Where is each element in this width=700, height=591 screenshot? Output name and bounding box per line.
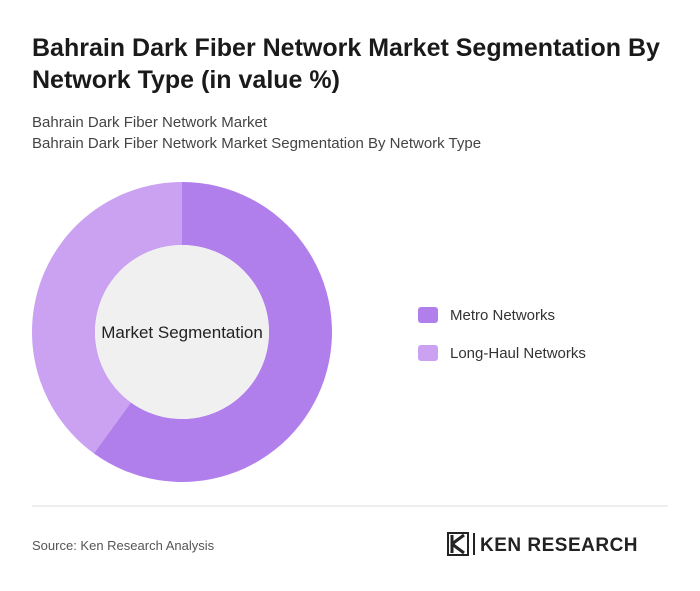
source: Source: Ken Research Analysis	[32, 538, 215, 553]
legend-label: Metro Networks	[450, 307, 555, 324]
logo-icon	[447, 532, 475, 556]
donut-hole	[95, 245, 269, 419]
legend-swatch	[418, 345, 438, 361]
legend-label: Long-Haul Networks	[450, 345, 586, 362]
subtitle: Bahrain Dark Fiber Network Market Segmen…	[32, 135, 482, 152]
donut-slice	[32, 182, 183, 454]
legend-swatch	[418, 307, 438, 323]
donut-slice	[93, 182, 332, 482]
chart-title: Bahrain Dark Fiber Network Market Segmen…	[32, 34, 660, 94]
center-label: Market Segmentation	[101, 323, 263, 342]
logo-text: KEN RESEARCH	[480, 535, 638, 556]
subtitle: Bahrain Dark Fiber Network Market	[32, 114, 268, 131]
